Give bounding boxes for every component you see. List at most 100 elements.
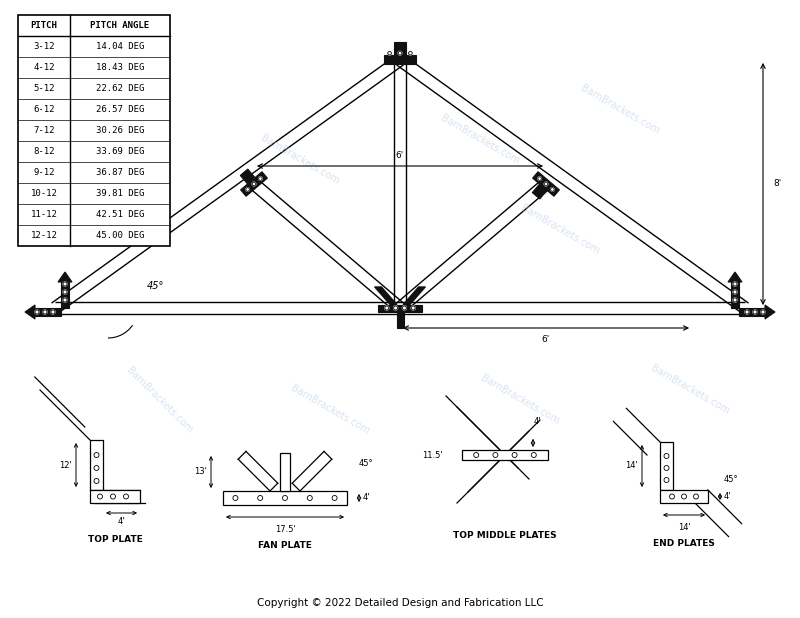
Polygon shape: [61, 282, 69, 308]
Circle shape: [258, 496, 262, 501]
Text: 6': 6': [542, 336, 550, 344]
Polygon shape: [397, 311, 403, 328]
Text: BarnBrackets.com: BarnBrackets.com: [55, 55, 125, 125]
Polygon shape: [90, 440, 103, 490]
Text: 18.43 DEG: 18.43 DEG: [96, 63, 144, 72]
Circle shape: [753, 310, 757, 314]
Text: 45°: 45°: [147, 281, 165, 291]
Text: BarnBrackets.com: BarnBrackets.com: [259, 133, 341, 187]
Text: 42.51 DEG: 42.51 DEG: [96, 210, 144, 219]
Text: 8-12: 8-12: [34, 147, 54, 156]
Circle shape: [258, 177, 262, 180]
Text: 4': 4': [534, 417, 542, 426]
Text: 11-12: 11-12: [30, 210, 58, 219]
Circle shape: [282, 496, 287, 501]
Text: 45.00 DEG: 45.00 DEG: [96, 231, 144, 240]
Text: 14': 14': [678, 523, 690, 532]
Circle shape: [733, 298, 737, 302]
Text: 4': 4': [724, 492, 731, 501]
Text: 22.62 DEG: 22.62 DEG: [96, 84, 144, 93]
Circle shape: [409, 51, 412, 55]
Polygon shape: [731, 282, 739, 308]
Text: 14': 14': [626, 462, 638, 470]
Circle shape: [745, 310, 749, 314]
Circle shape: [98, 494, 102, 499]
Text: 3-12: 3-12: [34, 42, 54, 51]
Polygon shape: [378, 305, 422, 311]
Bar: [18, 15, 170, 246]
Text: 7-12: 7-12: [34, 126, 54, 135]
Text: 14.04 DEG: 14.04 DEG: [96, 42, 144, 51]
Text: 45°: 45°: [724, 475, 738, 485]
Polygon shape: [25, 305, 35, 319]
Polygon shape: [280, 453, 290, 491]
Text: 12': 12': [59, 460, 72, 470]
Circle shape: [63, 290, 67, 294]
Text: PITCH ANGLE: PITCH ANGLE: [90, 21, 150, 30]
Text: 8': 8': [773, 179, 782, 188]
Text: BarnBrackets.com: BarnBrackets.com: [579, 83, 661, 137]
Text: END PLATES: END PLATES: [653, 539, 715, 548]
Circle shape: [398, 51, 402, 55]
Polygon shape: [90, 490, 140, 503]
Text: 33.69 DEG: 33.69 DEG: [96, 147, 144, 156]
Circle shape: [538, 177, 542, 180]
Text: 9-12: 9-12: [34, 168, 54, 177]
Circle shape: [493, 452, 498, 457]
Circle shape: [664, 465, 669, 470]
Circle shape: [233, 496, 238, 501]
Text: PITCH: PITCH: [30, 21, 58, 30]
Text: BarnBrackets.com: BarnBrackets.com: [95, 165, 165, 235]
Circle shape: [94, 465, 99, 470]
Circle shape: [761, 310, 765, 314]
Text: 45°: 45°: [359, 460, 374, 468]
Circle shape: [252, 182, 256, 186]
Circle shape: [246, 188, 250, 191]
Circle shape: [402, 306, 406, 310]
Circle shape: [110, 494, 115, 499]
Circle shape: [550, 188, 554, 191]
Circle shape: [531, 452, 536, 457]
Text: 36.87 DEG: 36.87 DEG: [96, 168, 144, 177]
Circle shape: [664, 454, 669, 459]
Polygon shape: [240, 169, 267, 197]
Text: FAN PLATE: FAN PLATE: [258, 541, 312, 550]
Circle shape: [733, 282, 737, 286]
Circle shape: [670, 494, 674, 499]
Text: BarnBrackets.com: BarnBrackets.com: [289, 383, 371, 436]
Text: 5-12: 5-12: [34, 84, 54, 93]
Polygon shape: [728, 272, 742, 282]
Text: 4-12: 4-12: [34, 63, 54, 72]
Circle shape: [694, 494, 698, 499]
Text: 30.26 DEG: 30.26 DEG: [96, 126, 144, 135]
Circle shape: [94, 478, 99, 483]
Text: 26.57 DEG: 26.57 DEG: [96, 105, 144, 114]
Circle shape: [512, 452, 517, 457]
Circle shape: [43, 310, 47, 314]
Circle shape: [307, 496, 312, 501]
Circle shape: [474, 452, 478, 457]
Polygon shape: [660, 442, 673, 490]
Polygon shape: [35, 308, 61, 316]
Circle shape: [123, 494, 129, 499]
Circle shape: [63, 298, 67, 302]
Text: TOP PLATE: TOP PLATE: [88, 535, 142, 544]
Text: 39.81 DEG: 39.81 DEG: [96, 189, 144, 198]
Circle shape: [35, 310, 39, 314]
Text: 6': 6': [396, 151, 404, 161]
Text: 4': 4': [118, 517, 126, 526]
Polygon shape: [462, 450, 548, 460]
Text: 4': 4': [363, 494, 370, 502]
Polygon shape: [765, 305, 775, 319]
Polygon shape: [223, 491, 347, 505]
Polygon shape: [403, 287, 426, 305]
Circle shape: [388, 51, 391, 55]
Text: 12-12: 12-12: [30, 231, 58, 240]
Polygon shape: [532, 172, 559, 199]
Circle shape: [51, 310, 55, 314]
Circle shape: [544, 182, 548, 186]
Text: 17.5': 17.5': [274, 525, 295, 534]
Text: BarnBrackets.com: BarnBrackets.com: [125, 365, 195, 435]
Circle shape: [682, 494, 686, 499]
Polygon shape: [660, 490, 708, 503]
